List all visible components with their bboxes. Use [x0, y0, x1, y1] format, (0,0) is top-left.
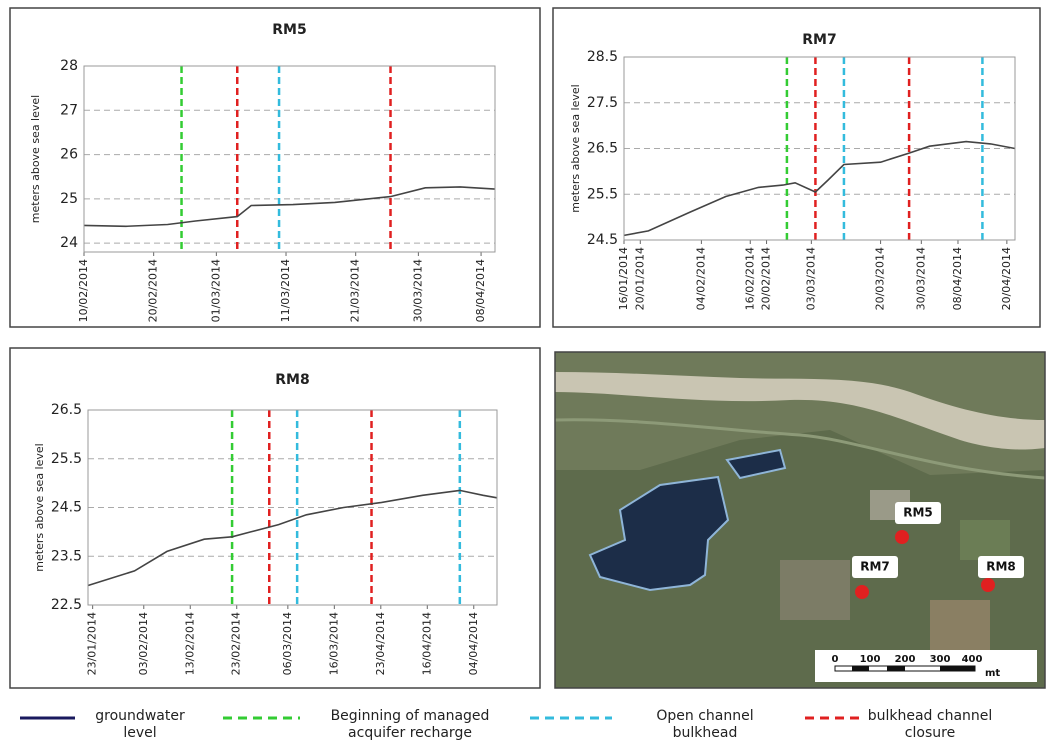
- x-tick-label: 30/03/2014: [411, 259, 424, 322]
- legend-label: acquifer recharge: [348, 725, 472, 741]
- figure: RM5 RM7 RM8 RM5 meters above sea level 24 2…: [0, 0, 1047, 744]
- y-tick-label: 26: [60, 147, 78, 163]
- y-tick-label: 25.5: [587, 186, 618, 202]
- legend-label: bulkhead channel: [868, 708, 993, 724]
- field: [780, 560, 850, 620]
- y-tick-label: 24: [60, 235, 78, 251]
- y-tick-label: 26.5: [51, 402, 82, 418]
- well: [981, 578, 995, 592]
- x-tick-label: 20/02/2014: [147, 259, 160, 322]
- chart-title: RM5: [272, 22, 306, 38]
- y-tick-label: 28.5: [587, 49, 618, 65]
- x-tick-label: 08/04/2014: [951, 247, 964, 310]
- x-tick-label: 04/04/2014: [467, 612, 480, 675]
- scale-label: 400: [962, 654, 983, 665]
- y-tick-label: 24.5: [51, 500, 82, 516]
- x-tick-label: 20/01/2014: [633, 247, 646, 310]
- x-tick-label: 03/02/2014: [137, 612, 150, 675]
- x-tick-label: 11/03/2014: [279, 259, 292, 322]
- x-tick-label: 23/01/2014: [86, 612, 99, 675]
- chart-title: RM8: [275, 372, 309, 388]
- scale-label: 200: [895, 654, 916, 665]
- x-tick-label: 16/03/2014: [327, 612, 340, 675]
- legend-label: Beginning of managed: [331, 708, 490, 724]
- y-axis-label: meters above sea level: [33, 443, 46, 571]
- field: [960, 520, 1010, 560]
- well-label: RM8: [986, 560, 1016, 574]
- x-tick-label: 08/04/2014: [474, 259, 487, 322]
- legend-label: closure: [905, 725, 955, 741]
- chart-title: RM7: [802, 32, 836, 48]
- x-tick-label: 01/03/2014: [209, 259, 222, 322]
- legend-label: level: [123, 725, 156, 741]
- scale-unit: mt: [985, 668, 1000, 679]
- legend-label: bulkhead: [673, 725, 738, 741]
- chart: RM5 meters above sea level 24 25 26 27 28 10/02…: [10, 8, 540, 327]
- map: RM5 RM7 RM8: [555, 352, 1045, 688]
- y-tick-label: 27.5: [587, 95, 618, 111]
- scale-label: 0: [832, 654, 839, 665]
- y-axis-label: meters above sea level: [29, 95, 42, 223]
- x-tick-label: 23/04/2014: [374, 612, 387, 675]
- x-tick-label: 16/04/2014: [420, 612, 433, 675]
- x-tick-label: 23/02/2014: [230, 612, 243, 675]
- well-label: RM5: [903, 506, 933, 520]
- y-tick-label: 27: [60, 102, 78, 118]
- x-tick-label: 06/03/2014: [281, 612, 294, 675]
- scale-label: 100: [860, 654, 881, 665]
- x-tick-label: 10/02/2014: [77, 259, 90, 322]
- x-tick-label: 16/01/2014: [617, 247, 630, 310]
- y-axis-label: meters above sea level: [569, 84, 582, 212]
- x-tick-label: 16/02/2014: [743, 247, 756, 310]
- legend-label: Open channel: [656, 708, 753, 724]
- y-tick-label: 23.5: [51, 548, 82, 564]
- legend-label: groundwater: [95, 708, 185, 724]
- y-tick-label: 25.5: [51, 451, 82, 467]
- x-tick-label: 13/02/2014: [183, 612, 196, 675]
- well: [895, 530, 909, 544]
- x-tick-label: 21/03/2014: [349, 259, 362, 322]
- x-tick-label: 20/03/2014: [874, 247, 887, 310]
- scale-bar: [940, 666, 975, 671]
- field: [930, 600, 990, 650]
- x-tick-label: 30/03/2014: [914, 247, 927, 310]
- y-tick-label: 22.5: [51, 597, 82, 613]
- well: [855, 585, 869, 599]
- x-tick-label: 20/04/2014: [1000, 247, 1013, 310]
- y-tick-label: 25: [60, 191, 78, 207]
- scale-label: 300: [930, 654, 951, 665]
- x-tick-label: 03/03/2014: [804, 247, 817, 310]
- scale-bar: [887, 666, 905, 671]
- chart: RM8 meters above sea level 22.5 23.5 24.5 25.…: [10, 348, 540, 688]
- y-tick-label: 24.5: [587, 232, 618, 248]
- chart: RM7 meters above sea level 24.5 25.5 26.5 27.…: [553, 8, 1040, 327]
- well-label: RM7: [860, 560, 890, 574]
- x-tick-label: 20/02/2014: [760, 247, 773, 310]
- y-tick-label: 26.5: [587, 141, 618, 157]
- scale-bar: [852, 666, 869, 671]
- x-tick-label: 04/02/2014: [694, 247, 707, 310]
- y-tick-label: 28: [60, 58, 78, 74]
